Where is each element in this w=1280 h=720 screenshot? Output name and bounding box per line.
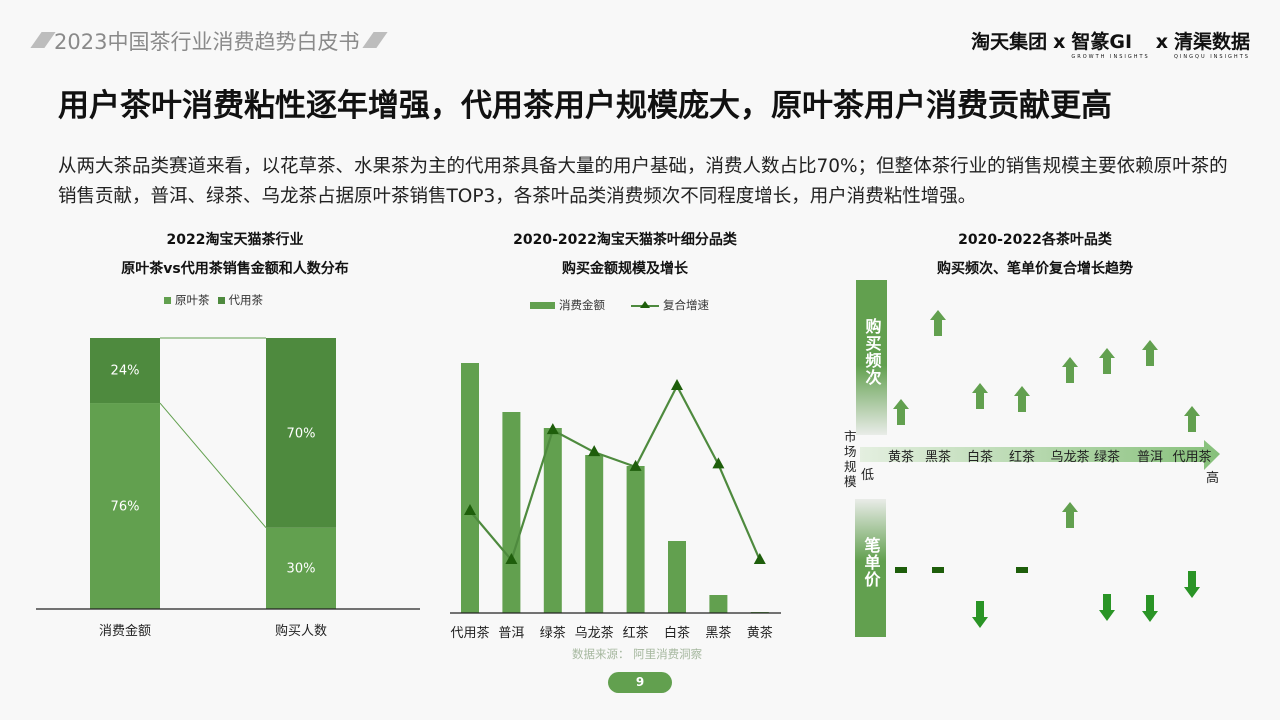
category-label: 黄茶: [887, 450, 915, 465]
data-label: 70%: [286, 426, 316, 442]
headline: 用户茶叶消费粘性逐年增强，代用茶用户规模庞大，原叶茶用户消费贡献更高: [58, 88, 1112, 124]
bar-乌龙茶: [585, 455, 604, 613]
x-tick-label: 购买人数: [274, 624, 328, 639]
bar-白茶: [668, 541, 686, 613]
axis-purchase-frequency: 购买频次: [856, 280, 887, 435]
frequency-up-arrow-icon: [1184, 406, 1200, 432]
bar-绿茶: [543, 428, 562, 613]
bar-黑茶: [709, 595, 728, 613]
bar-红茶: [626, 466, 645, 613]
legend-swatch: [164, 296, 171, 304]
intro-paragraph: 从两大茶品类赛道来看，以花草茶、水果茶为主的代用茶具备大量的用户基础，消费人数占…: [58, 156, 1228, 207]
x-tick-label: 白茶: [663, 626, 691, 641]
category-label: 绿茶: [1093, 450, 1121, 465]
bar-代用茶: [266, 338, 336, 528]
frequency-up-arrow-icon: [1062, 357, 1078, 383]
frequency-up-arrow-icon: [893, 399, 909, 425]
bar-代用茶: [90, 338, 160, 404]
x-tick-label: 红茶: [622, 626, 649, 641]
x-tick-label: 代用茶: [450, 626, 490, 641]
legend-swatch: [530, 301, 555, 309]
category-label: 乌龙茶: [1050, 450, 1090, 465]
growth-marker-黄茶: [753, 553, 766, 564]
bar-原叶茶: [90, 403, 160, 609]
legend-line-triangle-icon: [631, 301, 659, 308]
growth-marker-普洱: [505, 553, 518, 564]
document-title: 2023中国茶行业消费趋势白皮书: [54, 30, 360, 54]
frequency-up-arrow-icon: [1142, 340, 1158, 366]
data-source: 数据来源： 阿里消费洞察: [572, 647, 703, 661]
frequency-up-arrow-icon: [1099, 348, 1115, 374]
category-label: 普洱: [1136, 450, 1164, 465]
growth-marker-白茶: [671, 379, 683, 390]
price-down-arrow-icon: [1099, 594, 1115, 621]
data-label: 30%: [286, 561, 316, 577]
bar-代用茶: [461, 363, 479, 613]
chart2-legend: 消费金额 复合增速: [530, 297, 709, 313]
chart1-legend: 原叶茶 代用茶: [164, 292, 263, 308]
x-tick-label: 黄茶: [746, 626, 773, 641]
frequency-up-arrow-icon: [1014, 386, 1030, 412]
price-down-arrow-icon: [1142, 595, 1158, 622]
price-down-arrow-icon: [972, 601, 988, 628]
logo-sep: x: [1155, 31, 1168, 53]
data-label: 76%: [110, 499, 140, 515]
logo-qingqu: 清渠数据 QINGQU INSIGHTS: [1173, 31, 1250, 60]
axis-low: 低: [861, 468, 875, 483]
logo-sep: x: [1053, 31, 1066, 53]
chart3-title: 2020-2022各茶叶品类 购买频次、笔单价复合增长趋势: [937, 232, 1133, 277]
price-flat-dash-icon: [932, 567, 944, 573]
frequency-up-arrow-icon: [930, 310, 946, 336]
x-tick-label: 绿茶: [539, 626, 566, 641]
bar-原叶茶: [266, 527, 336, 609]
growth-marker-红茶: [629, 459, 642, 471]
axis-unit-price: 笔单价: [855, 499, 886, 637]
x-tick-label: 消费金额: [98, 624, 152, 639]
connector-line: [159, 402, 267, 529]
category-label: 红茶: [1008, 450, 1036, 465]
x-tick-label: 乌龙茶: [574, 626, 614, 641]
data-label: 24%: [110, 363, 140, 379]
page-number: 9: [608, 672, 672, 693]
price-flat-dash-icon: [895, 567, 907, 573]
price-flat-dash-icon: [1016, 567, 1028, 573]
category-label: 白茶: [966, 450, 994, 465]
growth-marker-乌龙茶: [588, 445, 601, 457]
market-size-arrow: [860, 440, 1220, 470]
x-tick-label: 普洱: [498, 626, 525, 641]
frequency-up-arrow-icon: [972, 383, 988, 409]
axis-market-size: 市场规模: [844, 429, 857, 489]
legend-swatch: [217, 296, 225, 304]
x-tick-label: 黑茶: [705, 626, 732, 641]
category-label: 代用茶: [1172, 450, 1212, 465]
chart1-title: 2022淘宝天猫茶行业 原叶茶vs代用茶销售金额和人数分布: [121, 232, 349, 277]
growth-line: [469, 383, 761, 563]
growth-marker-代用茶: [464, 503, 476, 515]
chart2-title: 2020-2022淘宝天猫茶叶细分品类 购买金额规模及增长: [513, 232, 737, 277]
category-label: 黑茶: [924, 450, 952, 465]
logo-taotian: 淘天集团: [971, 31, 1048, 53]
price-down-arrow-icon: [1184, 571, 1200, 598]
axis-high: 高: [1206, 471, 1220, 486]
growth-marker-黑茶: [712, 457, 725, 469]
growth-marker-绿茶: [546, 423, 559, 435]
logo-gi: 智篆GI GROWTH INSIGHTS: [1071, 31, 1150, 60]
price-up-arrow-icon: [1062, 502, 1078, 528]
partner-logos: 淘天集团 x 智篆GI GROWTH INSIGHTS x 清渠数据 QINGQU …: [971, 27, 1250, 60]
